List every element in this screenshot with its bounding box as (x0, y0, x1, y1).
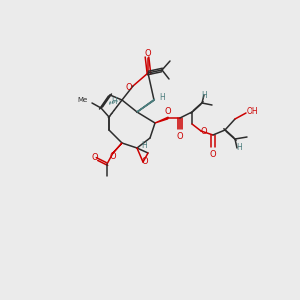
Polygon shape (112, 143, 122, 154)
Text: H: H (111, 97, 117, 106)
Text: H: H (159, 94, 165, 103)
Text: Me: Me (78, 97, 88, 103)
Text: O: O (110, 152, 116, 161)
Text: O: O (165, 107, 171, 116)
Text: H: H (201, 91, 207, 100)
Text: O: O (92, 152, 98, 161)
Polygon shape (137, 99, 154, 112)
Text: O: O (177, 132, 183, 141)
Polygon shape (155, 117, 168, 123)
Text: O: O (126, 82, 132, 91)
Text: H: H (236, 143, 242, 152)
Text: OH: OH (246, 106, 258, 116)
Text: H: H (141, 140, 147, 149)
Text: O: O (142, 158, 148, 166)
Text: O: O (201, 127, 207, 136)
Text: O: O (210, 150, 216, 159)
Text: O: O (145, 50, 151, 58)
